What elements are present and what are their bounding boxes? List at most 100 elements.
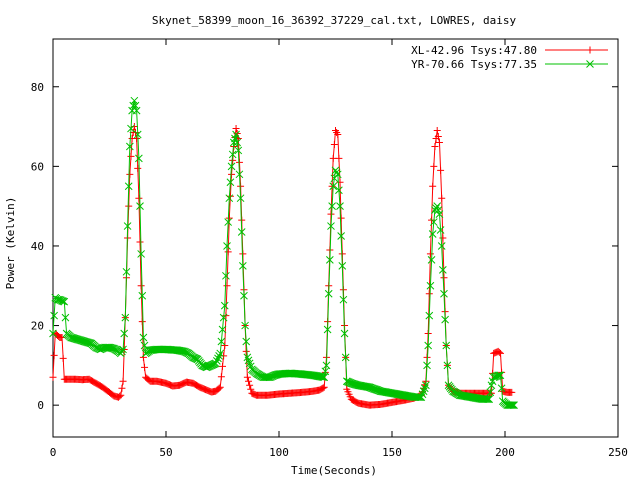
data-point (223, 242, 231, 250)
data-point (337, 232, 346, 240)
data-point (127, 152, 135, 160)
data-point (120, 329, 129, 338)
data-point (263, 373, 272, 382)
data-point (123, 222, 132, 230)
y-tick-label: 0 (37, 399, 44, 412)
data-point (126, 170, 134, 178)
data-point (118, 347, 126, 356)
data-point (124, 182, 133, 191)
data-point (227, 162, 236, 171)
data-point (217, 337, 226, 346)
data-point (136, 238, 144, 246)
data-point (320, 383, 328, 391)
data-point (485, 395, 494, 404)
data-point (137, 250, 145, 258)
data-point (233, 138, 242, 147)
data-point (335, 186, 343, 195)
data-point (244, 377, 252, 385)
data-point (224, 248, 232, 256)
data-point (211, 359, 220, 368)
data-point (435, 210, 444, 218)
data-point (331, 166, 340, 175)
data-point (49, 329, 57, 338)
data-point (137, 282, 145, 290)
data-point (496, 371, 505, 380)
x-axis-label: Time(Seconds) (291, 464, 377, 477)
data-point (425, 290, 433, 298)
data-point (61, 313, 70, 322)
data-point (426, 281, 435, 290)
data-point (510, 401, 518, 410)
y-tick-label: 80 (31, 81, 44, 94)
data-point (318, 373, 326, 381)
data-point (338, 262, 347, 270)
data-point (332, 168, 341, 177)
data-point (340, 329, 349, 338)
data-point (240, 291, 248, 300)
data-point (125, 142, 134, 151)
data-point (247, 385, 255, 393)
data-point (140, 341, 149, 350)
data-point (217, 373, 225, 381)
data-point (428, 230, 437, 238)
legend-marker (586, 60, 594, 68)
data-point (431, 142, 439, 150)
data-point (426, 250, 434, 258)
data-point (509, 401, 517, 410)
data-point (218, 325, 227, 334)
data-point (440, 289, 448, 298)
data-point (333, 170, 342, 179)
data-point (423, 361, 431, 370)
data-point (243, 373, 251, 381)
data-point (424, 341, 433, 350)
x-tick-label: 250 (608, 446, 628, 459)
data-point (337, 214, 345, 222)
y-axis-label: Power (Kelvin) (4, 197, 17, 290)
data-point (429, 182, 437, 190)
data-point (132, 106, 141, 115)
data-point (507, 401, 516, 410)
data-point (508, 388, 516, 396)
legend-label: YR-70.66 Tsys:77.35 (411, 58, 537, 71)
data-point (434, 133, 442, 141)
chart-title: Skynet_58399_moon_16_36392_37229_cal.txt… (152, 14, 517, 27)
x-tick-label: 50 (159, 446, 172, 459)
data-point (425, 311, 434, 320)
data-point (130, 123, 138, 131)
data-point (121, 313, 130, 322)
y-tick-label: 20 (31, 320, 44, 333)
data-point (222, 271, 230, 280)
data-point (322, 361, 331, 370)
data-point (129, 101, 138, 110)
data-point (238, 262, 247, 270)
data-point (341, 353, 350, 362)
data-point (422, 381, 430, 390)
data-point (116, 392, 124, 400)
data-point (484, 395, 492, 404)
data-point (429, 218, 438, 226)
data-point (119, 377, 127, 385)
data-point (336, 178, 344, 186)
series-line (52, 100, 514, 406)
data-point (138, 318, 146, 326)
data-point (430, 162, 438, 170)
data-point (220, 352, 228, 360)
data-point (58, 297, 66, 305)
x-tick-label: 0 (50, 446, 57, 459)
data-point (241, 321, 249, 330)
data-point (86, 339, 95, 347)
data-point (221, 341, 229, 349)
data-point (496, 349, 504, 357)
data-point (441, 315, 449, 324)
data-point (135, 194, 143, 202)
data-point (495, 371, 504, 380)
series-1 (49, 123, 516, 409)
data-point (334, 131, 342, 139)
data-point (235, 170, 244, 179)
data-point (329, 182, 338, 191)
data-point (483, 395, 491, 404)
data-point (327, 222, 335, 230)
data-point (131, 101, 140, 110)
data-point (497, 384, 506, 393)
